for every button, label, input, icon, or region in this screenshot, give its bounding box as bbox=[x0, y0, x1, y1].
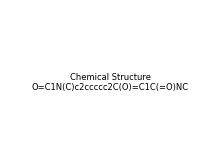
Text: Chemical Structure
O=C1N(C)c2ccccc2C(O)=C1C(=O)NC: Chemical Structure O=C1N(C)c2ccccc2C(O)=… bbox=[31, 73, 189, 92]
